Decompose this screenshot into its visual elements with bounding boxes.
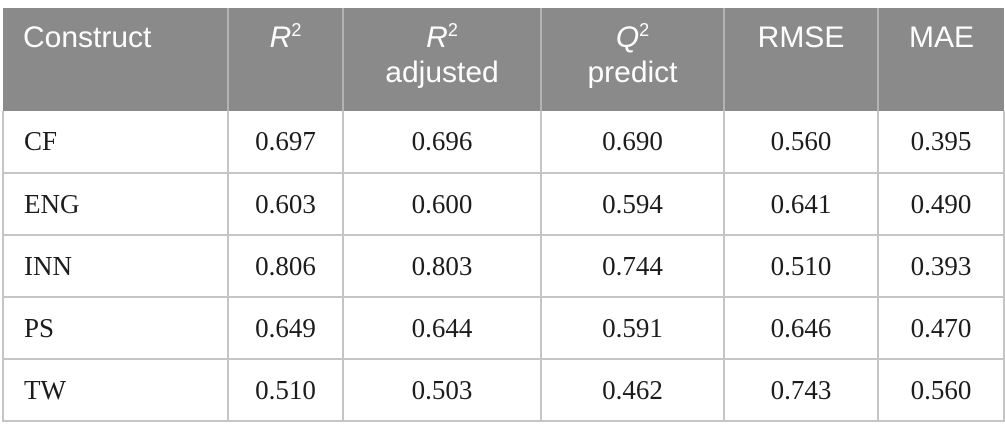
r2-symbol: R: [269, 21, 292, 54]
construct-cell: CF: [2, 111, 229, 174]
value-cell-mae: 0.393: [877, 234, 1005, 298]
header-row: Construct R2 R2 adjusted Q2 predict RMSE M…: [3, 8, 1004, 111]
value-cell-r2-adjusted: 0.803: [342, 234, 542, 298]
r2-adjusted-line2: adjusted: [385, 56, 499, 89]
value-cell-q2-predict: 0.462: [540, 358, 725, 422]
value-cell-q2-predict: 0.591: [540, 296, 725, 360]
value-cell-r2-adjusted: 0.600: [342, 172, 542, 236]
value-cell-r2: 0.697: [227, 111, 344, 174]
q2-predict-line2: predict: [587, 56, 678, 89]
construct-cell: INN: [2, 234, 229, 298]
value-cell-mae: 0.395: [877, 111, 1005, 174]
header-r2-adjusted: R2 adjusted: [342, 8, 541, 111]
value-cell-r2: 0.510: [227, 358, 344, 422]
table-body: CF 0.697 0.696 0.690 0.560 0.395 ENG 0.6…: [2, 111, 1005, 422]
value-cell-rmse: 0.646: [723, 296, 879, 360]
r2-adjusted-symbol: R: [426, 21, 448, 54]
construct-cell: TW: [2, 358, 229, 422]
table-row: ENG 0.603 0.600 0.594 0.641 0.490: [2, 172, 1005, 236]
value-cell-r2: 0.806: [227, 234, 344, 298]
table-row: PS 0.649 0.644 0.591 0.646 0.470: [2, 296, 1005, 360]
value-cell-r2: 0.649: [227, 296, 344, 360]
value-cell-rmse: 0.560: [723, 111, 879, 174]
value-cell-q2-predict: 0.594: [540, 172, 725, 236]
table-row: INN 0.806 0.803 0.744 0.510 0.393: [2, 234, 1005, 298]
header-mae: MAE: [877, 8, 1004, 111]
table-header: Construct R2 R2 adjusted Q2 predict RMSE M…: [3, 8, 1004, 111]
q2-predict-symbol: Q: [615, 21, 640, 54]
value-cell-rmse: 0.743: [723, 358, 879, 422]
table-row: TW 0.510 0.503 0.462 0.743 0.560: [2, 358, 1005, 422]
value-cell-mae: 0.560: [877, 358, 1005, 422]
value-cell-rmse: 0.510: [723, 234, 879, 298]
value-cell-r2: 0.603: [227, 172, 344, 236]
value-cell-r2-adjusted: 0.503: [342, 358, 542, 422]
table-row: CF 0.697 0.696 0.690 0.560 0.395: [2, 111, 1005, 174]
header-q2-predict: Q2 predict: [540, 8, 724, 111]
header-rmse: RMSE: [723, 8, 878, 111]
value-cell-mae: 0.490: [877, 172, 1005, 236]
value-cell-mae: 0.470: [877, 296, 1005, 360]
value-cell-q2-predict: 0.744: [540, 234, 725, 298]
construct-cell: PS: [2, 296, 229, 360]
value-cell-rmse: 0.641: [723, 172, 879, 236]
header-construct: Construct: [3, 8, 228, 111]
value-cell-r2-adjusted: 0.644: [342, 296, 542, 360]
r2-adjusted-superscript: 2: [447, 20, 458, 40]
construct-cell: ENG: [2, 172, 229, 236]
value-cell-r2-adjusted: 0.696: [342, 111, 542, 174]
header-r2: R2: [227, 8, 343, 111]
r2-superscript: 2: [291, 20, 302, 40]
q2-predict-superscript: 2: [639, 20, 650, 40]
metrics-table: Construct R2 R2 adjusted Q2 predict RMSE M…: [2, 8, 1005, 422]
value-cell-q2-predict: 0.690: [540, 111, 725, 174]
